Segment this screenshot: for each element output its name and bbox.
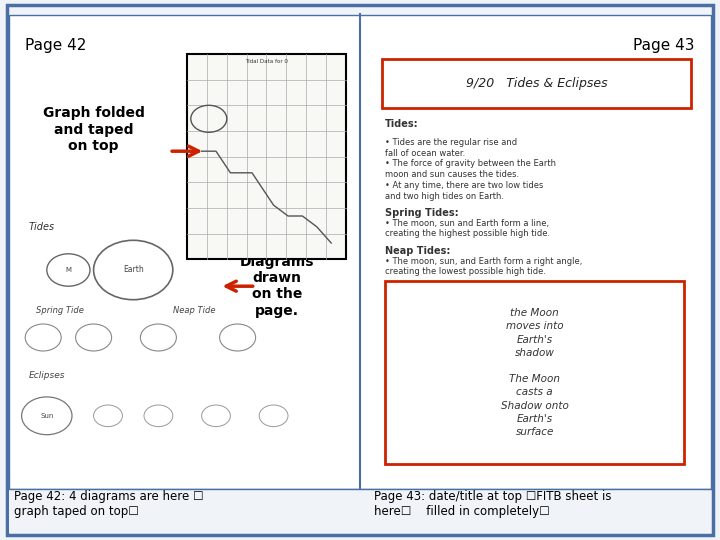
Text: • Tides are the regular rise and: • Tides are the regular rise and bbox=[385, 138, 518, 147]
Text: • Only occur during a full moon.: • Only occur during a full moon. bbox=[385, 375, 521, 384]
Text: fall of ocean water.: fall of ocean water. bbox=[385, 148, 465, 158]
Text: Because the Earth and moon orbit on: Because the Earth and moon orbit on bbox=[385, 294, 543, 303]
Text: • Are visible from a large area of Earth.: • Are visible from a large area of Earth… bbox=[385, 386, 551, 395]
Text: from reaching the moon.: from reaching the moon. bbox=[385, 364, 490, 374]
FancyBboxPatch shape bbox=[187, 54, 346, 259]
Text: Page 43: date/title at top ☐FITB sheet is
here☐    filled in completely☐: Page 43: date/title at top ☐FITB sheet i… bbox=[374, 490, 612, 518]
Text: Solar eclipse:: Solar eclipse: bbox=[385, 402, 460, 413]
Text: block the sun's light...: block the sun's light... bbox=[385, 316, 477, 325]
Text: Earth: Earth bbox=[123, 266, 143, 274]
FancyBboxPatch shape bbox=[385, 281, 684, 464]
Text: Page 42: Page 42 bbox=[25, 38, 86, 53]
FancyBboxPatch shape bbox=[7, 5, 713, 535]
FancyBboxPatch shape bbox=[382, 59, 691, 108]
FancyBboxPatch shape bbox=[9, 15, 711, 489]
Text: Page 43: Page 43 bbox=[634, 38, 695, 53]
Text: • The moon, sun, and Earth form a right angle,: • The moon, sun, and Earth form a right … bbox=[385, 256, 582, 266]
Text: different planes, they don't usually: different planes, they don't usually bbox=[385, 305, 533, 314]
Text: Diagrams
drawn
on the
page.: Diagrams drawn on the page. bbox=[240, 255, 315, 318]
Text: and two high tides on Earth.: and two high tides on Earth. bbox=[385, 192, 504, 201]
Text: • The force of gravity between the Earth: • The force of gravity between the Earth bbox=[385, 159, 557, 168]
Text: • The moon, sun and Earth form a line,: • The moon, sun and Earth form a line, bbox=[385, 219, 549, 228]
Text: Graph folded
and taped
on top: Graph folded and taped on top bbox=[42, 106, 145, 153]
Text: between the Earth and the sun: between the Earth and the sun bbox=[385, 424, 516, 433]
Text: Eclipses:: Eclipses: bbox=[385, 284, 434, 294]
Text: M: M bbox=[66, 267, 71, 273]
Text: moon and sun causes the tides.: moon and sun causes the tides. bbox=[385, 170, 519, 179]
Text: • Occurs when moon passes: • Occurs when moon passes bbox=[385, 413, 505, 422]
Text: • Occurs when Earth blocks sunlight: • Occurs when Earth blocks sunlight bbox=[385, 354, 539, 363]
Text: Page 42: 4 diagrams are here ☐
graph taped on top☐: Page 42: 4 diagrams are here ☐ graph tap… bbox=[14, 490, 204, 518]
FancyBboxPatch shape bbox=[9, 489, 711, 533]
Text: Neap Tide: Neap Tide bbox=[173, 306, 215, 315]
Text: • Are visible from a small area on Earth.: • Are visible from a small area on Earth… bbox=[385, 456, 554, 465]
Text: Sun: Sun bbox=[40, 413, 53, 419]
Text: creating the lowest possible high tide.: creating the lowest possible high tide. bbox=[385, 267, 546, 276]
Text: but sometimes they do!: but sometimes they do! bbox=[385, 327, 486, 336]
Text: Spring Tides:: Spring Tides: bbox=[385, 208, 459, 218]
Text: Tidal Data for 0: Tidal Data for 0 bbox=[245, 59, 288, 64]
Text: • At any time, there are two low tides: • At any time, there are two low tides bbox=[385, 181, 544, 190]
Text: • Only occur during a new moon.: • Only occur during a new moon. bbox=[385, 446, 525, 455]
Text: the Moon
moves into
Earth's
shadow

The Moon
casts a
Shadow onto
Earth's
surface: the Moon moves into Earth's shadow The M… bbox=[500, 308, 569, 437]
Text: Tides: Tides bbox=[29, 221, 55, 232]
Text: Eclipses: Eclipses bbox=[29, 371, 66, 380]
Text: Neap Tides:: Neap Tides: bbox=[385, 246, 451, 256]
Text: 9/20   Tides & Eclipses: 9/20 Tides & Eclipses bbox=[466, 77, 607, 90]
Text: Spring Tide: Spring Tide bbox=[36, 306, 84, 315]
Text: Lunar Eclipse:: Lunar Eclipse: bbox=[385, 343, 463, 353]
Text: blocking the sun light from Earth.: blocking the sun light from Earth. bbox=[385, 435, 526, 444]
Text: creating the highest possible high tide.: creating the highest possible high tide. bbox=[385, 230, 550, 239]
Text: Tides:: Tides: bbox=[385, 119, 419, 129]
